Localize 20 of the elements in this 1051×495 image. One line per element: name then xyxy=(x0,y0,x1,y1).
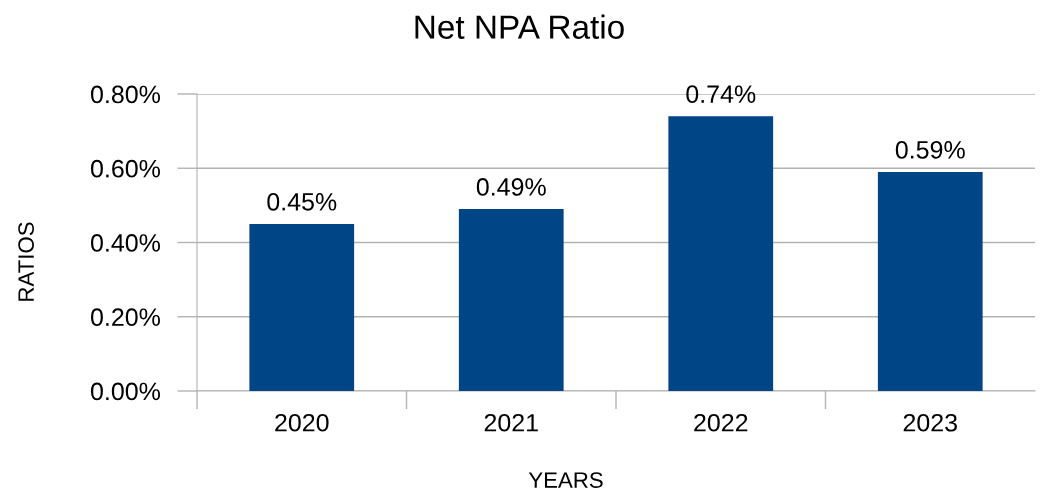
data-label: 0.49% xyxy=(476,178,546,196)
y-tick-label: 0.20% xyxy=(90,308,160,327)
x-tick-label: 2022 xyxy=(694,413,748,432)
x-tick-label: 2023 xyxy=(903,413,957,432)
bar xyxy=(877,171,983,391)
bar xyxy=(249,223,355,391)
y-tick-label: 0.80% xyxy=(90,85,160,104)
x-tick-label: 2020 xyxy=(275,413,329,432)
x-tick-label: 2021 xyxy=(484,413,538,432)
data-label: 0.45% xyxy=(267,192,337,211)
bar xyxy=(668,116,774,391)
data-label: 0.74% xyxy=(686,85,756,103)
y-tick-label: 0.40% xyxy=(90,234,160,252)
y-tick-label: 0.00% xyxy=(90,382,160,401)
bar xyxy=(458,209,564,391)
y-axis-title: RATIOS xyxy=(18,222,34,301)
data-label: 0.59% xyxy=(895,140,965,159)
chart-title: Net NPA Ratio xyxy=(415,14,624,39)
x-axis-title: YEARS xyxy=(528,472,603,488)
y-tick-label: 0.60% xyxy=(90,159,160,178)
